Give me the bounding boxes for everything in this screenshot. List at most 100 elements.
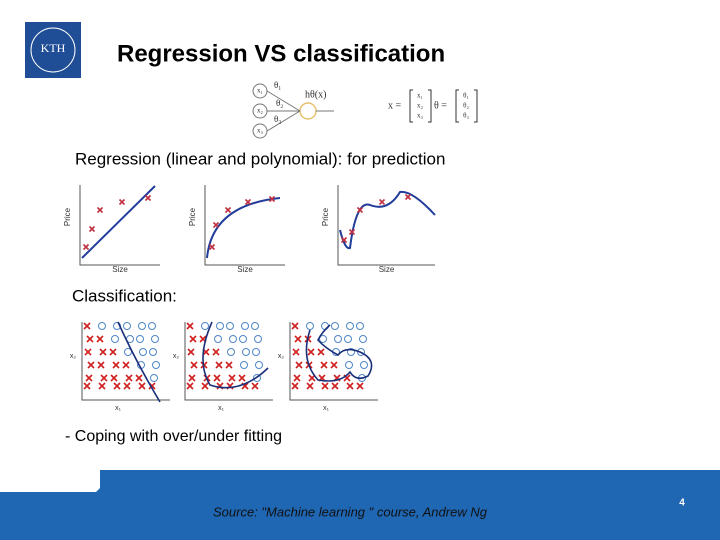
cross xyxy=(144,194,152,202)
cross xyxy=(112,361,120,369)
cross xyxy=(135,374,143,382)
circle-point xyxy=(201,322,209,330)
cross xyxy=(208,243,216,251)
bracket xyxy=(409,89,432,123)
axes xyxy=(204,185,285,266)
regression-plots: Price Size Price Size Price Size xyxy=(63,185,436,274)
cross xyxy=(123,382,131,390)
decision-boundary xyxy=(305,324,373,382)
fit-curve xyxy=(81,185,156,259)
weight-label: θ₃ xyxy=(274,114,281,124)
x-axis-label: Size xyxy=(237,265,253,274)
cross xyxy=(86,335,94,343)
cross xyxy=(96,206,104,214)
cross xyxy=(291,382,299,390)
circle-point xyxy=(150,374,158,382)
vector-entry: θ₂ xyxy=(463,102,469,110)
regression-heading: Regression (linear and polynomial): for … xyxy=(75,149,445,168)
axes xyxy=(79,185,160,266)
cross xyxy=(292,348,300,356)
cross xyxy=(295,361,303,369)
formula: x₁ x₂ x₃ θ₁ θ₂ θ₃ hθ(x) x = x₁ x₂ x₃ θ =… xyxy=(252,80,478,139)
cross xyxy=(189,335,197,343)
cross xyxy=(356,382,364,390)
circle-point xyxy=(357,348,365,356)
cross xyxy=(83,382,91,390)
cross xyxy=(99,348,107,356)
cross xyxy=(82,243,90,251)
cross xyxy=(212,221,220,229)
x-axis-label: Size xyxy=(379,265,395,274)
cross xyxy=(348,228,356,236)
circle-point xyxy=(359,335,367,343)
cross xyxy=(97,361,105,369)
axes xyxy=(337,185,435,266)
cross xyxy=(251,382,259,390)
cross xyxy=(98,382,106,390)
cross xyxy=(294,335,302,343)
x-axis-label: x₁ xyxy=(115,405,122,412)
page-number: 4 xyxy=(679,498,685,509)
cross xyxy=(331,382,339,390)
y-axis-label: x₂ xyxy=(173,353,180,360)
circle-point xyxy=(252,348,260,356)
cross xyxy=(238,374,246,382)
circle-point xyxy=(319,335,327,343)
circle-point xyxy=(241,322,249,330)
circle-point xyxy=(227,348,235,356)
cross xyxy=(340,236,348,244)
x-axis-label: Size xyxy=(112,265,128,274)
y-axis-label: x₂ xyxy=(70,353,77,360)
cross xyxy=(213,374,221,382)
vector-entry: θ₁ xyxy=(463,92,469,100)
logo-ring xyxy=(30,27,76,73)
circle-point xyxy=(214,335,222,343)
cross xyxy=(85,374,93,382)
cross xyxy=(268,195,276,203)
logo-box xyxy=(25,22,81,78)
y-axis-label: Price xyxy=(321,207,330,226)
circle-point xyxy=(240,361,248,369)
fit-curve xyxy=(339,190,436,250)
cross xyxy=(187,348,195,356)
slide-title: Regression VS classification xyxy=(117,40,445,67)
vector-entry: θ₃ xyxy=(463,112,469,120)
cross xyxy=(291,322,299,330)
circle-point xyxy=(360,361,368,369)
circle-point xyxy=(356,322,364,330)
y-axis-label: x₂ xyxy=(278,353,285,360)
cross xyxy=(225,361,233,369)
bracket xyxy=(455,89,478,123)
circle-point xyxy=(334,335,342,343)
circle-point xyxy=(98,322,106,330)
circle-point xyxy=(111,335,119,343)
weight-label: θ₁ xyxy=(274,80,281,90)
cross xyxy=(96,335,104,343)
circle-point xyxy=(251,322,259,330)
hypothesis: hθ(x) xyxy=(305,89,326,100)
axes xyxy=(289,322,378,401)
cross xyxy=(88,225,96,233)
circle-point xyxy=(216,322,224,330)
cross xyxy=(190,361,198,369)
circle-point xyxy=(152,361,160,369)
circle-point xyxy=(253,374,261,382)
note: - Coping with over/under fitting xyxy=(65,428,282,445)
circle-point xyxy=(139,348,147,356)
circle-point xyxy=(331,322,339,330)
edge xyxy=(266,90,301,112)
vector-entry: x₂ xyxy=(417,102,424,110)
cross xyxy=(122,361,130,369)
cross xyxy=(307,348,315,356)
cross xyxy=(228,374,236,382)
cross xyxy=(186,382,194,390)
circle-point xyxy=(346,322,354,330)
edge xyxy=(266,110,301,132)
circle-point xyxy=(306,322,314,330)
circle-point xyxy=(149,348,157,356)
cross xyxy=(83,322,91,330)
circle-point xyxy=(151,335,159,343)
circle-point xyxy=(229,335,237,343)
